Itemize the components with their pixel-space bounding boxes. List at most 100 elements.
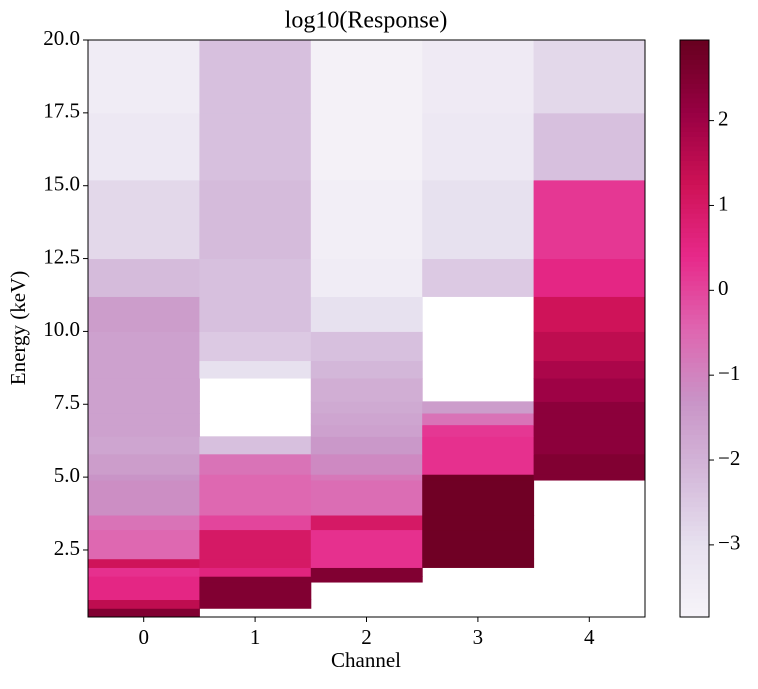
colorbar-segment xyxy=(680,121,709,128)
heatmap-cell xyxy=(310,258,423,297)
heatmap-cell xyxy=(310,453,423,475)
colorbar-segment xyxy=(680,448,709,455)
colorbar-segment xyxy=(680,217,709,224)
colorbar-tick-label: −3 xyxy=(718,531,740,555)
heatmap-cell xyxy=(88,474,200,481)
colorbar-tick-label: 0 xyxy=(718,276,729,300)
colorbar-segment xyxy=(680,362,709,368)
colorbar-segment xyxy=(680,92,709,99)
colorbar-segment xyxy=(680,136,709,142)
colorbar-segment xyxy=(680,174,709,181)
colorbar-segment xyxy=(680,237,709,243)
colorbar-segment xyxy=(680,193,709,200)
colorbar-segment xyxy=(680,463,709,469)
colorbar-segment xyxy=(680,540,709,546)
colorbar-segment xyxy=(680,131,709,137)
heatmap-cell xyxy=(199,599,312,609)
colorbar-segment xyxy=(680,150,709,156)
heatmap-cell xyxy=(422,40,535,114)
heatmap-cell xyxy=(88,567,200,577)
heatmap-cell xyxy=(88,40,200,114)
colorbar-segment xyxy=(680,491,709,498)
colorbar-segment xyxy=(680,573,709,580)
colorbar-segment xyxy=(680,222,709,229)
colorbar-segment xyxy=(680,602,709,608)
y-tick-label: 17.5 xyxy=(43,99,80,123)
heatmap-cell xyxy=(422,436,535,455)
heatmap-cell xyxy=(88,480,200,516)
colorbar-segment xyxy=(680,59,709,65)
heatmap-cell xyxy=(533,112,646,181)
colorbar-segment xyxy=(680,208,709,214)
heatmap-cell xyxy=(88,424,200,437)
colorbar-segment xyxy=(680,443,709,450)
heatmap-cell xyxy=(310,360,423,379)
heatmap-cell xyxy=(88,258,200,297)
y-axis-label: Energy (keV) xyxy=(6,271,30,386)
heatmap-cell xyxy=(533,179,646,260)
heatmap-cell xyxy=(422,515,535,531)
heatmap-cell xyxy=(422,474,535,481)
colorbar-segment xyxy=(680,97,709,104)
heatmap-cell xyxy=(310,112,423,181)
y-tick-label: 5.0 xyxy=(54,463,80,487)
heatmap-cell xyxy=(310,480,423,516)
heatmap-cell xyxy=(533,413,646,426)
colorbar-segment xyxy=(680,213,709,219)
colorbar-segment xyxy=(680,280,709,286)
heatmap-cell xyxy=(310,576,423,583)
x-tick-label: 1 xyxy=(250,625,261,649)
colorbar-segment xyxy=(680,352,709,358)
colorbar-segment xyxy=(680,578,709,584)
heatmap-cell xyxy=(422,529,535,560)
colorbar-segment xyxy=(680,439,709,445)
heatmap-cell xyxy=(88,112,200,181)
colorbar-segment xyxy=(680,309,709,315)
colorbar-segment xyxy=(680,73,709,80)
heatmap-cell xyxy=(199,112,312,181)
chart-title: log10(Response) xyxy=(285,8,448,34)
colorbar-segment xyxy=(680,64,709,70)
heatmap-cell xyxy=(199,582,312,601)
heatmap-cell xyxy=(310,424,423,437)
colorbar-segment xyxy=(680,290,709,296)
heatmap-cell xyxy=(88,582,200,601)
colorbar-segment xyxy=(680,251,709,257)
heatmap-cell xyxy=(88,515,200,531)
heatmap-cell xyxy=(310,296,423,332)
colorbar-segment xyxy=(680,415,709,421)
heatmap-cell xyxy=(533,258,646,297)
colorbar-segment xyxy=(680,405,709,411)
colorbar-segment xyxy=(680,126,709,132)
colorbar-segment xyxy=(680,179,709,185)
colorbar-segment xyxy=(680,338,709,344)
heatmap-cell xyxy=(199,360,312,379)
colorbar-segment xyxy=(680,54,709,60)
heatmap-cell xyxy=(533,436,646,455)
colorbar-segment xyxy=(680,511,709,517)
colorbar-segment xyxy=(680,328,709,334)
colorbar-segment xyxy=(680,467,709,474)
colorbar-segment xyxy=(680,347,709,354)
colorbar-tick-label: −1 xyxy=(718,361,740,385)
heatmap-cell xyxy=(310,474,423,481)
colorbar-segment xyxy=(680,265,709,272)
heatmap-cell xyxy=(310,378,423,402)
y-tick-label: 2.5 xyxy=(54,536,80,560)
heatmap-cell xyxy=(422,258,535,297)
heatmap-cell xyxy=(533,453,646,475)
colorbar-segment xyxy=(680,107,709,113)
colorbar-segment xyxy=(680,592,709,599)
heatmap-cell xyxy=(88,576,200,583)
heatmap-cell xyxy=(422,401,535,414)
colorbar-segment xyxy=(680,198,709,205)
heatmap-cell xyxy=(88,378,200,402)
colorbar-segment xyxy=(680,535,709,541)
colorbar-segment xyxy=(680,275,709,282)
colorbar-frame xyxy=(679,39,710,618)
heatmap-cell xyxy=(88,296,200,332)
colorbar-segment xyxy=(680,549,709,556)
colorbar-segment xyxy=(680,184,709,190)
heatmap-cell xyxy=(310,436,423,455)
colorbar-segment xyxy=(680,256,709,262)
